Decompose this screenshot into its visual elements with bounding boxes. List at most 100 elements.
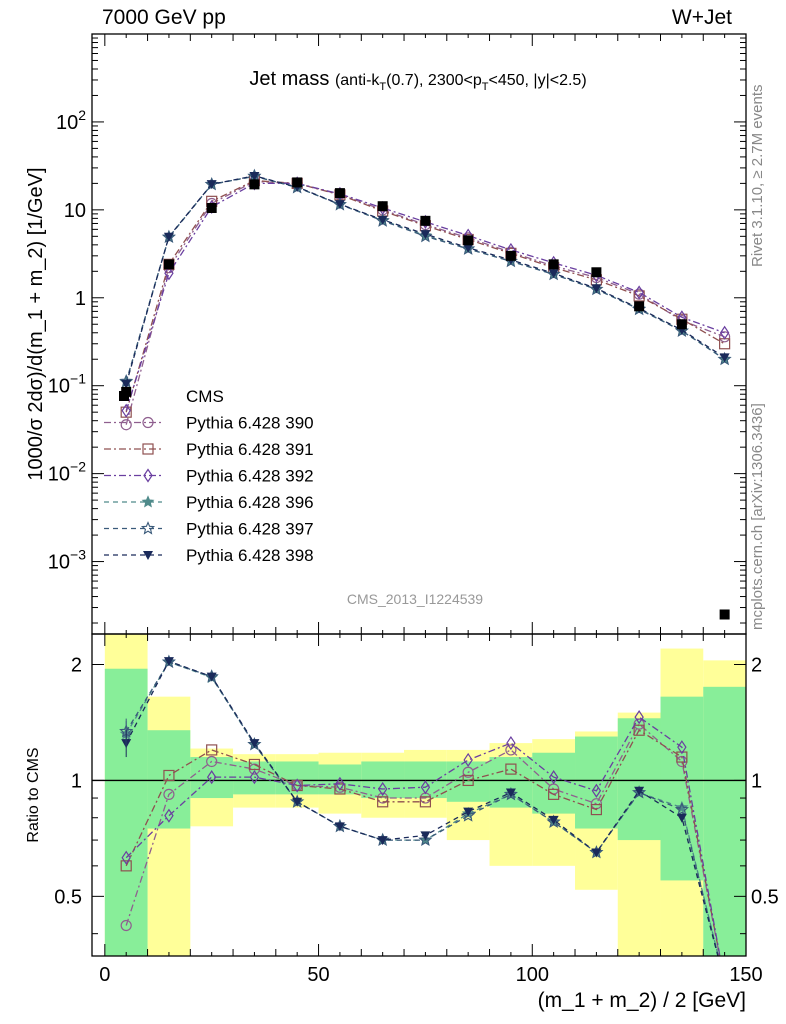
x-ticks [104, 34, 747, 956]
y-tick-label: 102 [56, 107, 86, 134]
data-point-marker [419, 796, 432, 808]
data-point-marker [163, 769, 175, 782]
data-point-marker [505, 788, 516, 798]
data-point-marker [676, 813, 687, 823]
data-point-marker [163, 232, 174, 242]
data-point-marker [334, 188, 345, 199]
data-point-marker [677, 740, 687, 755]
data-point-marker [120, 919, 132, 932]
ratio-y-tick-label-right: 0.5 [751, 886, 779, 908]
data-point-marker [420, 230, 431, 240]
data-point-marker [548, 788, 560, 800]
ratio-panel-frame [91, 633, 747, 957]
uncertainty-band-inner [703, 686, 746, 956]
data-point-marker [591, 848, 602, 858]
data-point-marker [249, 179, 260, 190]
data-point-marker [506, 736, 516, 751]
main-y-ticks [92, 33, 746, 624]
data-point-marker [463, 235, 474, 246]
data-point-marker [420, 780, 431, 795]
legend-label: Pythia 6.428 391 [186, 440, 314, 459]
data-point-marker [548, 269, 559, 279]
main-y-axis-label: 1000/σ 2dσ)/d(m_1 + m_2) [1/GeV] [25, 167, 47, 480]
ratio-y-axis-label: Ratio to CMS [25, 747, 42, 842]
data-point-marker [634, 786, 645, 796]
data-point-marker [462, 766, 474, 778]
uncertainty-band-inner [446, 761, 490, 802]
data-point-marker [206, 672, 217, 682]
x-tick-label: 50 [307, 964, 329, 986]
header-right-label: W+Jet [671, 6, 732, 29]
data-point-marker [719, 609, 730, 620]
data-point-marker [633, 718, 645, 730]
data-point-marker [634, 710, 644, 725]
data-point-marker [249, 171, 260, 181]
data-point-marker [591, 284, 602, 294]
data-point-marker [719, 325, 730, 340]
data-point-marker [674, 802, 689, 816]
data-point-marker [377, 201, 388, 212]
uncertainty-band-inner [660, 696, 704, 881]
data-point-marker [548, 259, 559, 270]
data-point-marker [634, 301, 645, 312]
data-point-marker [120, 860, 132, 872]
data-point-marker [292, 177, 303, 188]
legend-label: Pythia 6.428 397 [186, 520, 314, 539]
data-point-marker [119, 391, 129, 401]
data-point-marker [420, 215, 431, 226]
uncertainty-band-inner [190, 757, 234, 799]
ratio-y-tick-label: 0.5 [54, 886, 82, 908]
data-point-marker [334, 200, 345, 210]
data-point-marker [292, 797, 303, 807]
legend-label: Pythia 6.428 390 [186, 414, 314, 433]
plot-title: Jet mass (anti-kT(0.7), 2300<pT<450, |y|… [249, 68, 586, 93]
x-tick-label: 0 [99, 964, 110, 986]
ratio-series-line [125, 729, 721, 956]
y-tick-label: 1 [75, 288, 86, 310]
data-point-marker [719, 353, 730, 363]
data-point-marker [420, 831, 431, 841]
x-tick-label: 150 [729, 964, 762, 986]
data-point-marker [206, 755, 218, 768]
data-point-marker [548, 770, 559, 785]
mcplots-label: mcplots.cern.ch [arXiv:1306.3436] [749, 403, 766, 630]
data-point-marker [463, 752, 473, 768]
data-point-marker [292, 778, 302, 793]
data-point-marker [120, 419, 132, 431]
x-tick-label: 100 [516, 964, 549, 986]
legend-label: CMS [186, 387, 224, 406]
y-tick-label: 10−1 [48, 371, 86, 398]
data-point-marker [334, 822, 345, 832]
data-point-marker [163, 788, 175, 800]
uncertainty-band-inner [147, 730, 191, 829]
analysis-id-label: CMS_2013_I1224539 [347, 591, 483, 607]
data-point-marker [206, 202, 217, 213]
data-point-marker [676, 751, 688, 763]
rivet-version-label: Rivet 3.1.10, ≥ 2.7M events [749, 85, 766, 268]
data-point-marker [164, 808, 174, 823]
data-point-marker [206, 770, 217, 785]
y-tick-label: 10−3 [48, 547, 86, 574]
data-point-marker [142, 416, 154, 429]
x-axis-label: (m_1 + m_2) / 2 [GeV] [538, 989, 746, 1012]
data-point-marker [377, 836, 388, 846]
data-point-marker [163, 657, 174, 667]
data-point-marker [335, 776, 345, 791]
ratio-y-tick-label: 2 [71, 654, 82, 676]
data-point-marker [121, 403, 131, 418]
data-point-marker [121, 379, 132, 389]
data-point-marker [505, 763, 517, 775]
data-point-marker [463, 807, 474, 817]
data-point-marker [206, 744, 218, 756]
data-point-marker [143, 468, 153, 483]
uncertainty-band-inner [404, 761, 447, 799]
header-left-label: 7000 GeV pp [102, 6, 226, 29]
data-point-marker [121, 850, 131, 865]
legend-label: Pythia 6.428 398 [186, 546, 314, 565]
ratio-series-line [125, 716, 721, 956]
ratio-panel-series [119, 654, 721, 956]
ratio-y-ticks [92, 663, 746, 935]
ratio-y-tick-label-right: 1 [751, 770, 762, 792]
data-point-marker [548, 815, 559, 825]
